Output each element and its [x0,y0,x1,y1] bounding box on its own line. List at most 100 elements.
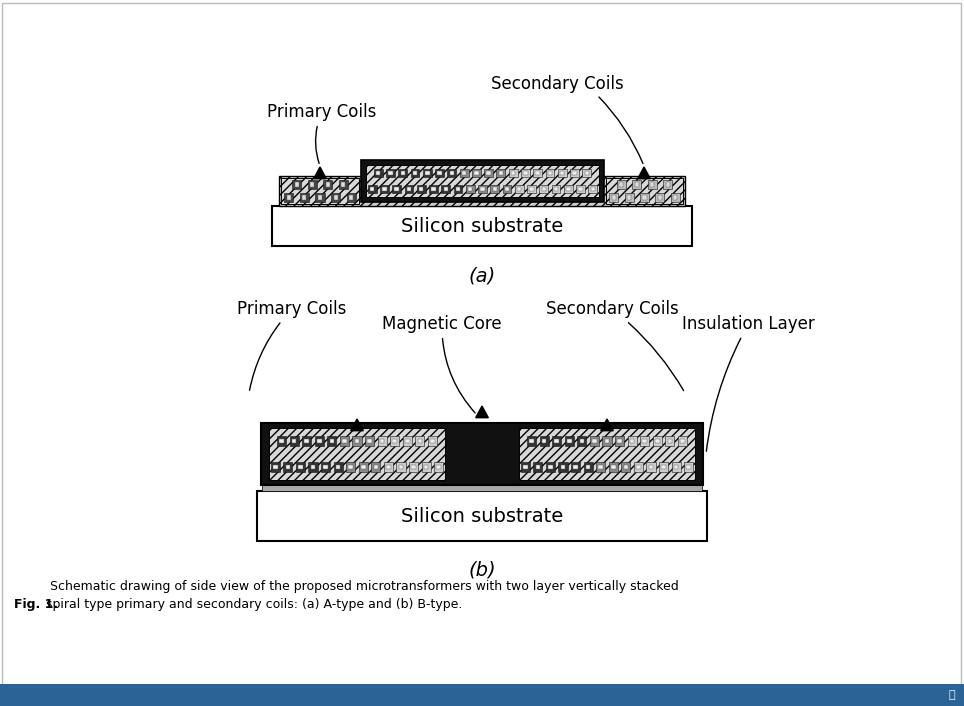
Bar [331,193,340,202]
Bar [657,196,662,200]
Bar [655,438,659,443]
Bar [310,182,314,186]
Bar [529,187,534,191]
Bar [546,462,555,472]
Bar [399,465,403,469]
Bar [423,169,432,177]
Bar [659,462,668,472]
Bar [599,465,602,469]
Bar [303,196,307,200]
Bar [590,436,599,445]
Bar [629,438,634,443]
Bar [287,196,291,200]
Text: Secondary Coils: Secondary Coils [546,300,683,390]
Bar [558,462,568,472]
Bar [317,438,322,443]
Bar [686,465,691,469]
Bar [484,169,493,177]
Bar [277,436,286,445]
Bar [296,462,305,472]
Bar [428,436,437,445]
Bar [409,462,418,472]
Bar [257,491,707,541]
Bar [602,436,611,445]
Bar [511,171,516,175]
Text: (b): (b) [469,561,495,580]
Bar [315,436,324,445]
Bar [466,184,474,193]
Bar [365,436,374,445]
Bar [509,169,518,177]
Bar [437,465,441,469]
Polygon shape [313,167,326,179]
Bar [496,169,505,177]
Bar [546,169,554,177]
Bar [521,169,530,177]
Bar [273,465,278,469]
Bar [620,182,624,186]
Bar [370,187,374,191]
Bar [681,438,684,443]
Bar [617,438,622,443]
Bar [640,436,649,445]
Bar [374,465,378,469]
Bar [300,193,308,202]
Bar [424,465,428,469]
Bar [349,196,353,200]
Bar [478,184,487,193]
Bar [442,184,450,193]
Bar [665,182,670,186]
Bar [384,462,393,472]
Bar [382,187,387,191]
Bar [302,436,311,445]
Bar [502,184,512,193]
Bar [390,436,399,445]
Bar [673,196,678,200]
Bar [359,462,368,472]
Bar [523,171,527,175]
Bar [564,184,573,193]
Bar [523,465,527,469]
Bar [566,187,571,191]
Text: Primary Coils: Primary Coils [237,300,347,390]
Bar [387,465,390,469]
Bar [622,462,630,472]
Bar [684,462,693,472]
Bar [588,184,598,193]
Bar [632,180,641,189]
Bar [380,438,385,443]
Bar [456,187,460,191]
Bar [540,184,549,193]
Bar [648,180,656,189]
Bar [577,436,586,445]
Polygon shape [601,419,613,431]
Bar [617,180,626,189]
Bar [672,462,681,472]
Bar [472,169,481,177]
Bar [407,187,411,191]
Bar [527,436,536,445]
Bar [625,193,633,202]
Bar [571,462,580,472]
Bar [284,193,293,202]
Bar [348,465,353,469]
Bar [608,462,618,472]
Bar [361,160,604,202]
Bar [460,169,469,177]
Bar [474,171,478,175]
Bar [663,180,672,189]
Bar [653,436,662,445]
Bar [292,180,301,189]
Bar [574,465,577,469]
Text: Magnetic Core: Magnetic Core [382,315,502,413]
Bar [640,193,649,202]
Text: Fig. 1.: Fig. 1. [14,598,58,611]
Bar [261,423,703,485]
Bar [353,436,362,445]
Bar [596,462,605,472]
Bar [362,465,365,469]
Bar [429,184,438,193]
Bar [579,438,584,443]
Bar [412,465,415,469]
Bar [517,187,522,191]
